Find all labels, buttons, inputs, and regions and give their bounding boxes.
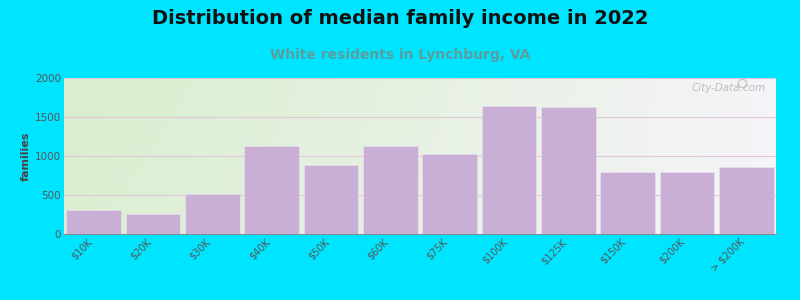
Bar [600,172,655,234]
Bar [719,167,774,234]
Bar [482,106,536,234]
Bar [244,146,299,234]
Bar [126,214,180,234]
Bar [422,154,477,234]
Y-axis label: families: families [21,131,31,181]
Text: White residents in Lynchburg, VA: White residents in Lynchburg, VA [270,48,530,62]
Bar [66,210,121,234]
Bar [660,172,714,234]
Bar [304,165,358,234]
Bar [363,146,418,234]
Bar [185,194,240,234]
Text: City-Data.com: City-Data.com [691,83,766,93]
Bar [541,107,596,234]
Text: Distribution of median family income in 2022: Distribution of median family income in … [152,9,648,28]
